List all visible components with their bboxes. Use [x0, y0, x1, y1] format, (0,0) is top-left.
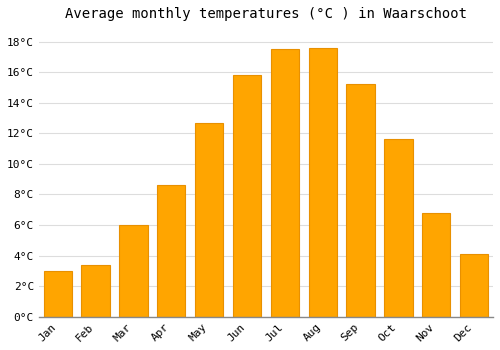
Bar [82, 265, 110, 317]
Bar [384, 139, 412, 317]
Bar [119, 225, 148, 317]
Bar [422, 213, 450, 317]
Bar [195, 122, 224, 317]
Bar [346, 84, 375, 317]
Bar [233, 75, 261, 317]
Bar [270, 49, 299, 317]
Title: Average monthly temperatures (°C ) in Waarschoot: Average monthly temperatures (°C ) in Wa… [65, 7, 467, 21]
Bar [44, 271, 72, 317]
Bar [157, 185, 186, 317]
Bar [460, 254, 488, 317]
Bar [308, 48, 337, 317]
